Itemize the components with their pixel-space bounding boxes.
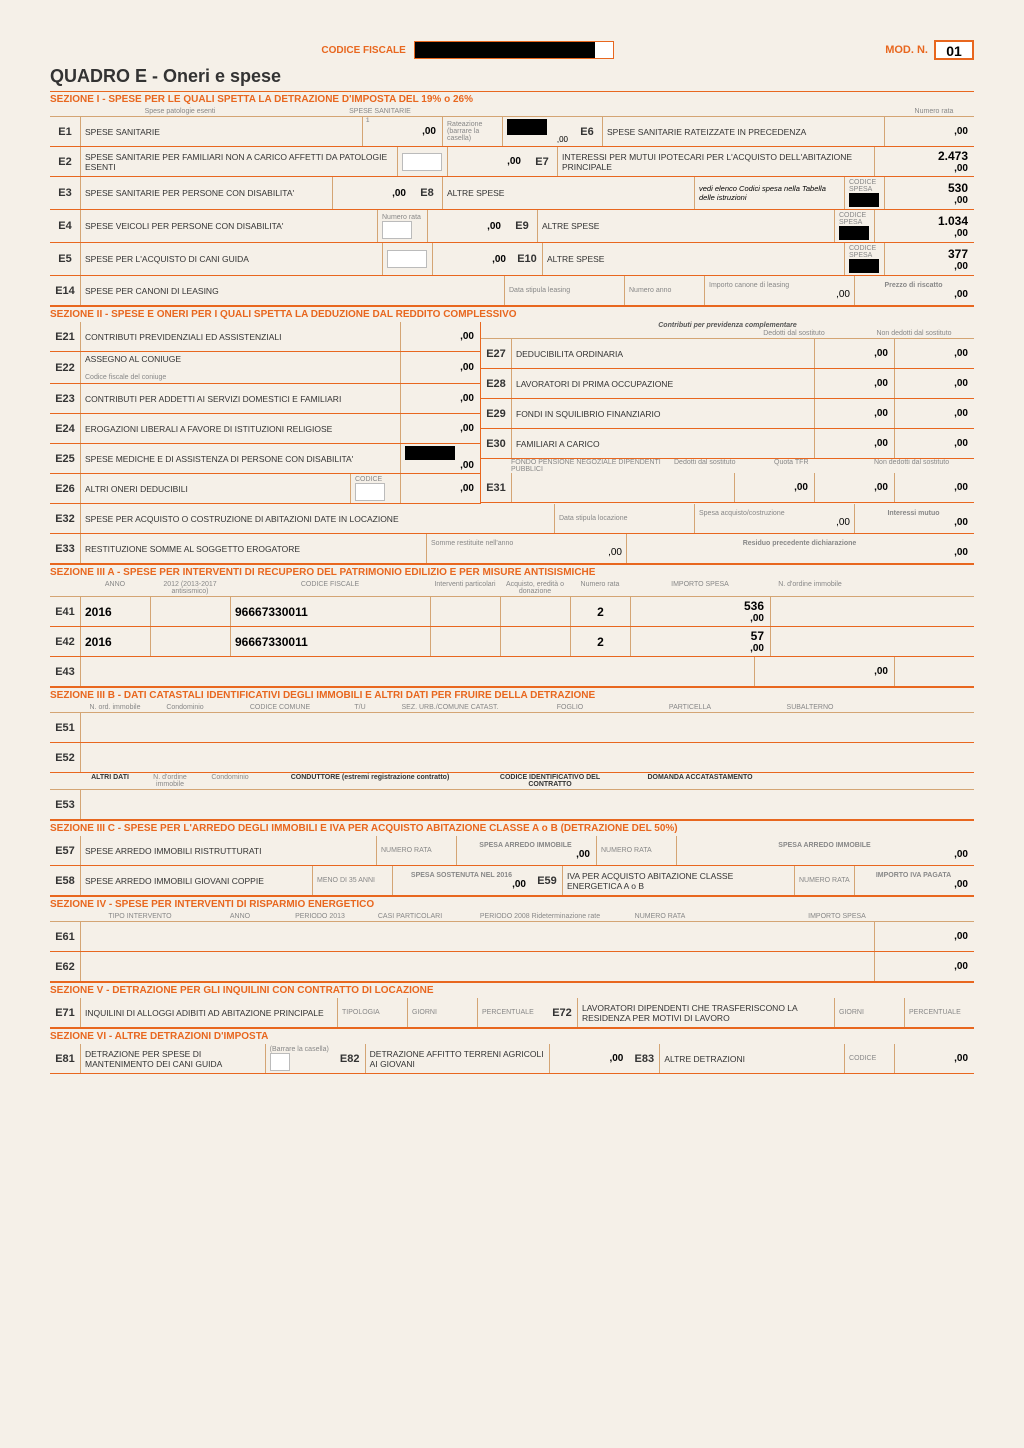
row-e7: E7: [527, 147, 557, 176]
e3-desc: SPESE SANITARIE PER PERSONE CON DISABILI…: [80, 177, 332, 209]
row-e2: E2: [50, 147, 80, 176]
e9-desc: ALTRE SPESE: [537, 210, 834, 242]
e26-desc: ALTRI ONERI DEDUCIBILI: [80, 474, 350, 503]
e42-nr: 2: [575, 635, 626, 649]
tax-form-page: CODICE FISCALE MOD. N. 01 QUADRO E - One…: [50, 40, 974, 1074]
e1-desc: SPESE SANITARIE: [80, 117, 362, 146]
e21-desc: CONTRIBUTI PREVIDENZIALI ED ASSISTENZIAL…: [80, 322, 400, 351]
e4-box[interactable]: [382, 221, 412, 239]
e33-desc: RESTITUZIONE SOMME AL SOGGETTO EROGATORE: [80, 534, 426, 563]
e30-desc: FAMILIARI A CARICO: [511, 429, 814, 458]
page-title: QUADRO E - Oneri e spese: [50, 66, 974, 87]
e41-cf: 96667330011: [235, 605, 426, 619]
row-e8: E8: [412, 177, 442, 209]
sub-hdr: SPESE SANITARIE: [280, 108, 480, 115]
cf-label: CODICE FISCALE: [321, 45, 405, 56]
e7-desc: INTERESSI PER MUTUI IPOTECARI PER L'ACQU…: [557, 147, 874, 176]
cf-redacted: [415, 42, 595, 58]
e1-black: [507, 119, 547, 135]
e59-desc: IVA PER ACQUISTO ABITAZIONE CLASSE ENERG…: [562, 866, 794, 895]
e41-importo: 536: [635, 599, 764, 613]
e9-codebox: [839, 226, 869, 240]
e14-desc: SPESE PER CANONI DI LEASING: [80, 276, 504, 305]
sez3c-header: SEZIONE III C - SPESE PER L'ARREDO DEGLI…: [50, 820, 974, 836]
e42-importo: 57: [635, 629, 764, 643]
e22-desc: ASSEGNO AL CONIUGE: [85, 354, 396, 364]
e72-desc: LAVORATORI DIPENDENTI CHE TRASFERISCONO …: [577, 998, 834, 1027]
e82-desc: DETRAZIONE AFFITTO TERRENI AGRICOLI AI G…: [365, 1044, 550, 1073]
sez2-header: SEZIONE II - SPESE E ONERI PER I QUALI S…: [50, 306, 974, 322]
top-header: CODICE FISCALE MOD. N. 01: [50, 40, 974, 60]
sub-hdr: Spese patologie esenti: [80, 108, 280, 115]
row-e3: E3: [50, 177, 80, 209]
e41-nr: 2: [575, 605, 626, 619]
e2-desc: SPESE SANITARIE PER FAMILIARI NON A CARI…: [80, 147, 397, 176]
mod-number[interactable]: 01: [934, 40, 974, 60]
e57-desc: SPESE ARREDO IMMOBILI RISTRUTTURATI: [80, 836, 376, 865]
sez4-header: SEZIONE IV - SPESE PER INTERVENTI DI RIS…: [50, 896, 974, 912]
e10-codebox: [849, 259, 879, 273]
e23-desc: CONTRIBUTI PER ADDETTI AI SERVIZI DOMEST…: [80, 384, 400, 413]
e25-desc: SPESE MEDICHE E DI ASSISTENZA DI PERSONE…: [80, 444, 400, 473]
sez5-header: SEZIONE V - DETRAZIONE PER GLI INQUILINI…: [50, 982, 974, 998]
row-e1: E1: [50, 117, 80, 146]
row-e9: E9: [507, 210, 537, 242]
row-e14: E14: [50, 276, 80, 305]
e8-note: vedi elenco Codici spesa nella Tabella d…: [694, 177, 844, 209]
sez6-header: SEZIONE VI - ALTRE DETRAZIONI D'IMPOSTA: [50, 1028, 974, 1044]
e42-cf: 96667330011: [235, 635, 426, 649]
e71-desc: INQUILINI DI ALLOGGI ADIBITI AD ABITAZIO…: [80, 998, 337, 1027]
e10-desc: ALTRE SPESE: [542, 243, 844, 275]
sez1-header: SEZIONE I - SPESE PER LE QUALI SPETTA LA…: [50, 91, 974, 107]
e29-desc: FONDI IN SQUILIBRIO FINANZIARIO: [511, 399, 814, 428]
e4-desc: SPESE VEICOLI PER PERSONE CON DISABILITA…: [80, 210, 377, 242]
e42-anno: 2016: [85, 635, 146, 649]
sez3a-header: SEZIONE III A - SPESE PER INTERVENTI DI …: [50, 564, 974, 580]
e32-desc: SPESE PER ACQUISTO O COSTRUZIONE DI ABIT…: [80, 504, 554, 533]
e5-desc: SPESE PER L'ACQUISTO DI CANI GUIDA: [80, 243, 382, 275]
row-e10: E10: [512, 243, 542, 275]
cf-field[interactable]: [414, 41, 614, 59]
e7-value: 2.473: [879, 149, 968, 163]
e8-desc: ALTRE SPESE: [442, 177, 694, 209]
e5-box[interactable]: [387, 250, 427, 268]
e83-desc: ALTRE DETRAZIONI: [659, 1044, 844, 1073]
row-e5: E5: [50, 243, 80, 275]
row-e6: E6: [572, 117, 602, 146]
mod-label: MOD. N.: [885, 44, 928, 56]
sub-hdr: Numero rata: [894, 108, 974, 115]
e24-desc: EROGAZIONI LIBERALI A FAVORE DI ISTITUZI…: [80, 414, 400, 443]
sez3b-header: SEZIONE III B - DATI CATASTALI IDENTIFIC…: [50, 687, 974, 703]
e9-value: 1.034: [879, 214, 968, 228]
e6-desc: SPESE SANITARIE RATEIZZATE IN PRECEDENZA: [602, 117, 884, 146]
e2-box[interactable]: [402, 153, 442, 171]
e10-value: 377: [889, 247, 968, 261]
cpp-hdr: Contributi per previdenza complementare: [481, 322, 974, 329]
e8-value: 530: [889, 181, 968, 195]
e27-desc: DEDUCIBILITA ORDINARIA: [511, 339, 814, 368]
e58-desc: SPESE ARREDO IMMOBILI GIOVANI COPPIE: [80, 866, 312, 895]
e28-desc: LAVORATORI DI PRIMA OCCUPAZIONE: [511, 369, 814, 398]
e41-anno: 2016: [85, 605, 146, 619]
e81-desc: DETRAZIONE PER SPESE DI MANTENIMENTO DEI…: [80, 1044, 265, 1073]
row-e4: E4: [50, 210, 80, 242]
e8-codebox: [849, 193, 879, 207]
